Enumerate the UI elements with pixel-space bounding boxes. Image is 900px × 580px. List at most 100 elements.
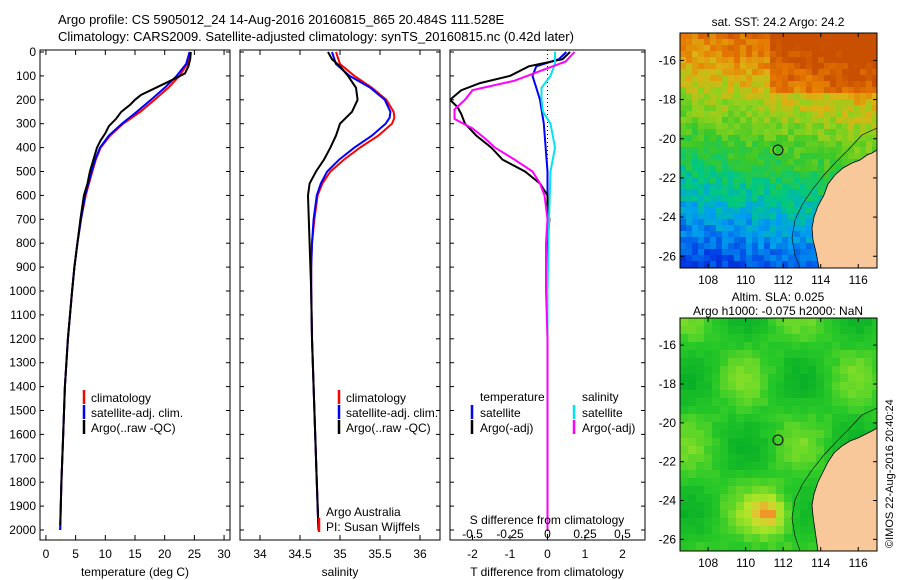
sst-cell xyxy=(698,243,705,250)
sst-cell xyxy=(776,123,783,130)
sla-cell xyxy=(752,430,761,439)
sst-cell xyxy=(818,129,825,136)
sst-cell xyxy=(830,135,837,142)
sst-cell xyxy=(734,135,741,142)
sst-cell xyxy=(830,99,837,106)
sla-cell xyxy=(856,334,865,343)
sla-cell xyxy=(816,398,825,407)
sst-cell xyxy=(818,39,825,46)
sla-cell xyxy=(704,430,713,439)
sla-cell xyxy=(800,342,809,351)
sst-cell xyxy=(728,87,735,94)
sst-cell xyxy=(794,111,801,118)
sst-cell xyxy=(728,135,735,142)
sst-cell xyxy=(800,105,807,112)
sst-cell xyxy=(728,213,735,220)
sla-cell xyxy=(696,326,705,335)
sst-cell xyxy=(680,129,687,136)
sst-cell xyxy=(812,57,819,64)
sla-cell xyxy=(768,334,777,343)
sla-cell xyxy=(768,462,777,471)
sst-cell xyxy=(800,219,807,226)
sst-cell xyxy=(692,87,699,94)
sla-cell xyxy=(712,494,721,503)
sla-cell xyxy=(720,438,729,447)
sst-cell xyxy=(692,81,699,88)
sst-cell xyxy=(752,57,759,64)
sst-cell xyxy=(752,39,759,46)
sst-cell xyxy=(710,231,717,238)
s-tick-label: 0.25 xyxy=(573,527,597,541)
sst-cell xyxy=(830,153,837,160)
sst-cell xyxy=(728,111,735,118)
sla-cell xyxy=(728,462,737,471)
sst-cell xyxy=(812,93,819,100)
sla-cell xyxy=(872,390,877,399)
sst-cell xyxy=(770,189,777,196)
sla-cell xyxy=(720,486,729,495)
sla-cell xyxy=(824,334,833,343)
sst-cell xyxy=(806,81,813,88)
series-line-2 xyxy=(59,51,192,526)
sla-cell xyxy=(760,470,769,479)
sla-cell xyxy=(736,430,745,439)
sst-cell xyxy=(746,51,753,58)
sla-cell xyxy=(872,334,877,343)
sla-cell xyxy=(784,422,793,431)
sst-cell xyxy=(818,63,825,70)
sla-cell xyxy=(696,366,705,375)
sla-cell xyxy=(760,422,769,431)
sla-cell xyxy=(728,486,737,495)
sla-cell xyxy=(808,486,817,495)
sst-cell xyxy=(764,141,771,148)
sst-cell xyxy=(848,57,855,64)
sla-cell xyxy=(680,438,689,447)
sst-cell xyxy=(764,63,771,70)
sla-cell xyxy=(824,358,833,367)
sst-cell xyxy=(716,153,723,160)
sst-cell xyxy=(752,153,759,160)
sst-cell xyxy=(710,213,717,220)
sla-cell xyxy=(704,358,713,367)
sla-cell xyxy=(720,358,729,367)
sst-cell xyxy=(776,69,783,76)
sla-cell xyxy=(760,350,769,359)
sst-cell xyxy=(716,69,723,76)
sst-cell xyxy=(722,249,729,256)
sst-cell xyxy=(710,117,717,124)
sla-cell xyxy=(704,454,713,463)
sst-cell xyxy=(686,75,693,82)
sst-cell xyxy=(770,201,777,208)
sst-cell xyxy=(806,261,813,268)
sst-cell xyxy=(680,177,687,184)
x-tick-label: 36 xyxy=(413,547,427,561)
sla-cell xyxy=(808,510,817,519)
sst-cell xyxy=(680,39,687,46)
sst-cell xyxy=(686,123,693,130)
sst-cell xyxy=(782,93,789,100)
sst-cell xyxy=(770,33,777,40)
sst-cell xyxy=(842,135,849,142)
sst-cell xyxy=(746,105,753,112)
sst-cell xyxy=(836,81,843,88)
sst-cell xyxy=(728,201,735,208)
sst-cell xyxy=(770,105,777,112)
sst-cell xyxy=(812,147,819,154)
sst-cell xyxy=(728,159,735,166)
sst-cell xyxy=(686,261,693,268)
sst-cell xyxy=(764,135,771,142)
sla-cell xyxy=(776,342,785,351)
sst-cell xyxy=(782,117,789,124)
sst-cell xyxy=(698,51,705,58)
sst-cell xyxy=(752,261,759,268)
sst-cell xyxy=(686,141,693,148)
sst-cell xyxy=(848,81,855,88)
sla-cell xyxy=(864,414,873,423)
sst-cell xyxy=(776,105,783,112)
sst-cell xyxy=(698,87,705,94)
sst-cell xyxy=(770,207,777,214)
sst-cell xyxy=(710,177,717,184)
sst-cell xyxy=(716,129,723,136)
sst-cell xyxy=(788,171,795,178)
sst-cell xyxy=(746,201,753,208)
